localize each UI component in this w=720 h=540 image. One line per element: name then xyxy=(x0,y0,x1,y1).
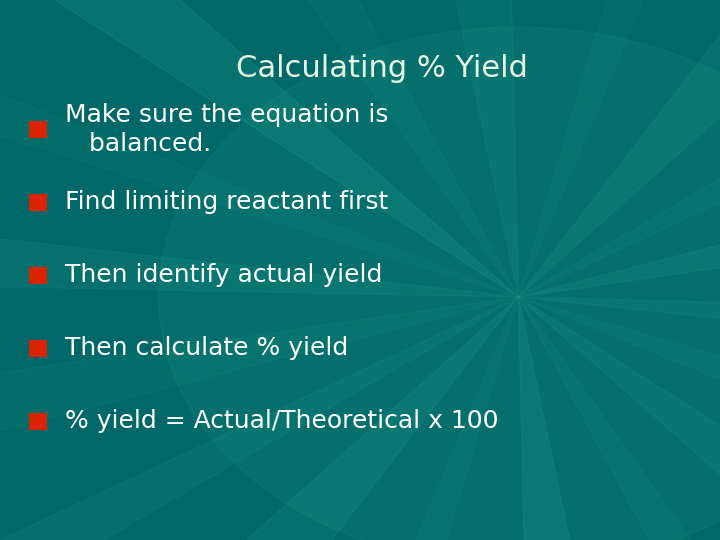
Circle shape xyxy=(158,27,720,540)
FancyBboxPatch shape xyxy=(29,194,47,211)
Wedge shape xyxy=(0,122,518,297)
Wedge shape xyxy=(0,0,518,297)
Text: Then identify actual yield: Then identify actual yield xyxy=(65,264,382,287)
Wedge shape xyxy=(518,297,720,540)
Wedge shape xyxy=(518,0,720,297)
Wedge shape xyxy=(518,297,720,462)
Wedge shape xyxy=(0,0,518,297)
FancyBboxPatch shape xyxy=(29,413,47,430)
Text: Make sure the equation is
   balanced.: Make sure the equation is balanced. xyxy=(65,103,388,156)
Text: Find limiting reactant first: Find limiting reactant first xyxy=(65,191,388,214)
Wedge shape xyxy=(518,0,720,297)
Wedge shape xyxy=(518,0,720,297)
Wedge shape xyxy=(0,0,518,297)
Wedge shape xyxy=(518,297,720,540)
FancyBboxPatch shape xyxy=(29,121,47,138)
Wedge shape xyxy=(518,297,720,540)
Wedge shape xyxy=(42,297,518,540)
Wedge shape xyxy=(0,297,518,540)
Wedge shape xyxy=(518,0,720,297)
FancyBboxPatch shape xyxy=(29,267,47,284)
Wedge shape xyxy=(518,297,720,540)
Text: % yield = Actual/Theoretical x 100: % yield = Actual/Theoretical x 100 xyxy=(65,409,498,433)
Wedge shape xyxy=(0,297,518,540)
Text: Calculating % Yield: Calculating % Yield xyxy=(235,54,528,83)
Wedge shape xyxy=(271,0,518,297)
Wedge shape xyxy=(0,297,518,540)
FancyBboxPatch shape xyxy=(29,340,47,357)
Text: Then calculate % yield: Then calculate % yield xyxy=(65,336,348,360)
